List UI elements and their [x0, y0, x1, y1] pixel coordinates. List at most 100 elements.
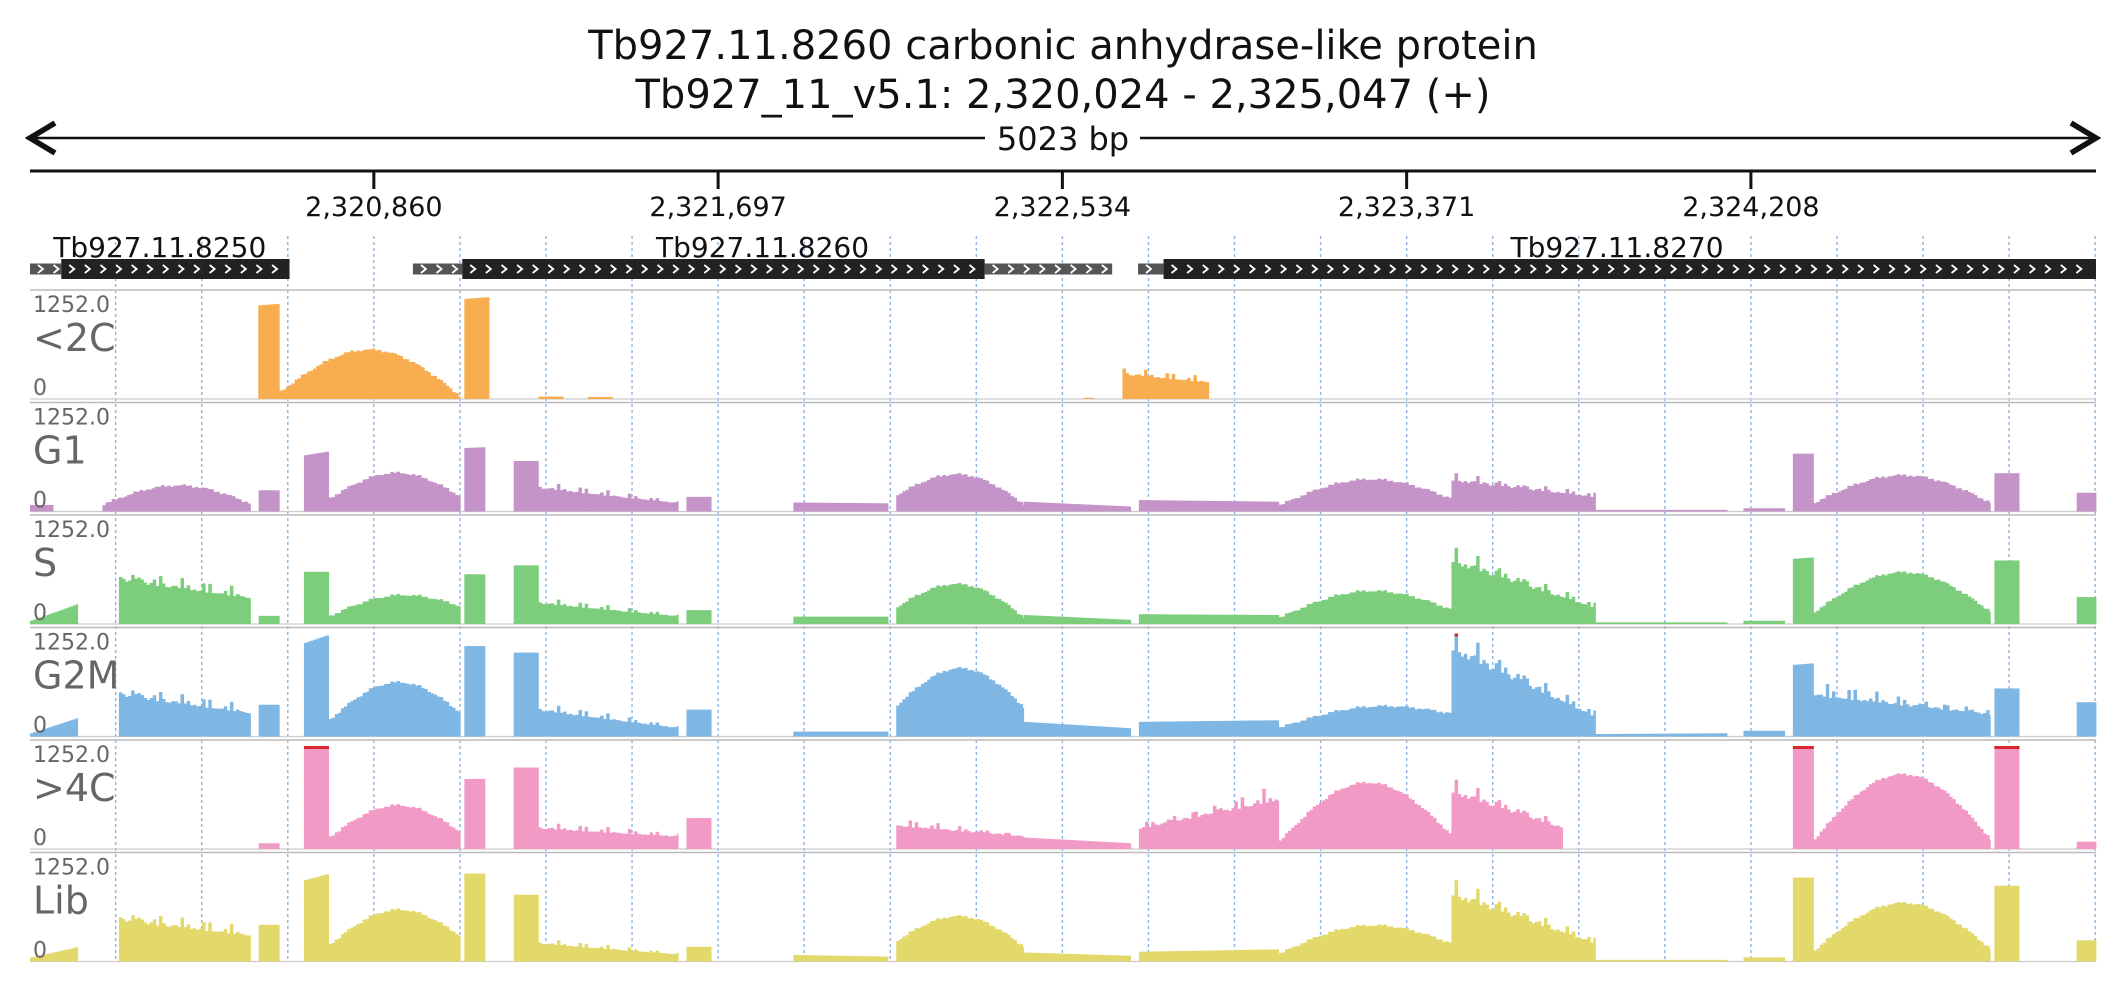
coverage-bar [1853, 917, 1858, 962]
coverage-bar [960, 668, 965, 737]
coverage-bar [1454, 473, 1459, 512]
coverage-bar [1581, 603, 1585, 624]
coverage-bar [1896, 474, 1901, 512]
y-min-label: 0 [33, 714, 47, 739]
coverage-bar [1933, 481, 1938, 512]
coverage-bar [362, 601, 367, 624]
coverage-bar [708, 818, 712, 849]
coverage-segment [1122, 368, 1210, 399]
coverage-bar [1556, 697, 1560, 737]
coverage-bar [421, 810, 425, 849]
coverage-bar [162, 923, 166, 962]
coverage-bar [177, 927, 181, 962]
coverage-bar [569, 945, 573, 962]
coverage-bar [1237, 808, 1242, 849]
coverage-bar [1783, 957, 1786, 962]
strand-chevron [859, 264, 867, 274]
coverage-bar [1715, 959, 1720, 962]
coverage-bar [245, 712, 249, 737]
coverage-bar [640, 499, 644, 512]
coverage-bar [1949, 585, 1953, 624]
coverage-bar [596, 396, 601, 399]
coverage-bar [102, 505, 106, 512]
coverage-bar [143, 582, 148, 624]
coverage-bar [1392, 593, 1397, 624]
coverage-bar [1516, 485, 1520, 512]
track-name-label: >4C [33, 766, 116, 810]
coverage-bar [522, 894, 527, 962]
coverage-bar [54, 725, 59, 737]
coverage-bar [125, 921, 129, 962]
coverage-bar [1063, 616, 1068, 624]
coverage-bar [964, 667, 968, 737]
coverage-tracks: 1252.00<2C1252.00G11252.00S1252.00G2M125… [30, 289, 2097, 964]
coverage-bar [271, 704, 275, 737]
coverage-bar [851, 731, 856, 737]
coverage-bar [1216, 809, 1220, 849]
coverage-bar [1706, 622, 1710, 624]
coverage-bar [1672, 509, 1677, 512]
coverage-bar [1414, 709, 1418, 737]
coverage-bar [442, 700, 447, 737]
coverage-bar [1890, 573, 1895, 624]
coverage-bar [436, 484, 441, 512]
coverage-bar [1629, 733, 1633, 737]
coverage-bar [899, 605, 903, 624]
coverage-bar [186, 700, 191, 737]
coverage-bar [667, 727, 672, 737]
coverage-bar [2016, 885, 2020, 962]
coverage-bar [436, 817, 441, 849]
coverage-bar [973, 587, 977, 624]
coverage-bar [1294, 946, 1298, 962]
coverage-bar [920, 926, 925, 962]
coverage-bar [455, 934, 459, 962]
coverage-bar [566, 830, 570, 849]
coverage-bar [331, 615, 336, 624]
coverage-bar [1485, 904, 1489, 962]
coverage-bar [1297, 497, 1301, 512]
coverage-bar [1952, 920, 1956, 962]
coverage-bar [1930, 908, 1935, 962]
coverage-bar [1163, 500, 1168, 512]
coverage-bar [384, 683, 388, 737]
coverage-bar [590, 608, 595, 624]
coverage-bar [359, 482, 363, 512]
coverage-bar [1958, 710, 1962, 737]
coverage-bar [476, 873, 481, 962]
coverage-bar [1063, 503, 1068, 512]
coverage-bar [319, 637, 323, 737]
coverage-bar [1623, 959, 1627, 962]
coverage-bar [529, 767, 533, 849]
coverage-bar [1405, 705, 1409, 737]
coverage-bar [864, 503, 868, 512]
coverage-bar [1997, 688, 2001, 737]
coverage-bar [1494, 482, 1499, 512]
coverage-bar [833, 502, 837, 512]
coverage-bar [1402, 928, 1406, 962]
coverage-bar [640, 723, 644, 737]
coverage-bar [1423, 488, 1428, 512]
coverage-bar [161, 485, 165, 512]
coverage-bar [1771, 620, 1775, 624]
coverage-bar [1429, 710, 1434, 737]
coverage-bar [303, 374, 308, 399]
coverage-bar [1503, 667, 1508, 737]
coverage-bar [671, 953, 675, 962]
coverage-bar [1328, 484, 1332, 512]
coverage-bar [689, 946, 694, 962]
coverage-bar [334, 939, 339, 962]
coverage-bar [1284, 724, 1289, 737]
coverage-bar [1681, 509, 1686, 512]
coverage-bar [1380, 591, 1385, 624]
coverage-bar [1426, 600, 1431, 624]
coverage-bar [1531, 923, 1536, 962]
coverage-segment [1278, 590, 1452, 624]
coverage-bar [908, 820, 913, 849]
coverage-bar [1902, 474, 1907, 512]
coverage-bar [920, 683, 925, 737]
coverage-bar [1137, 374, 1142, 399]
coverage-bar [967, 476, 971, 512]
coverage-bar [368, 810, 373, 849]
